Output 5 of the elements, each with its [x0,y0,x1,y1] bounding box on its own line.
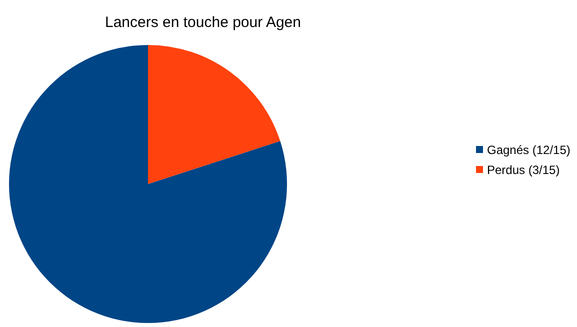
pie-slice [148,45,280,184]
chart-title: Lancers en touche pour Agen [105,14,301,31]
legend-label: Perdus (3/15) [487,163,560,177]
pie-slice [9,45,287,323]
legend-label: Gagnés (12/15) [487,143,570,157]
